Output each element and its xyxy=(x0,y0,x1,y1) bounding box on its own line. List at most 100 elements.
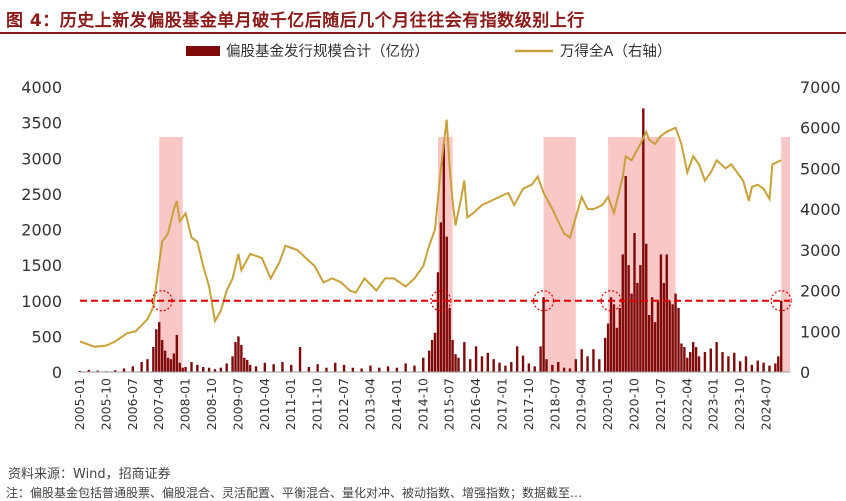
bar xyxy=(240,344,243,372)
shaded-period xyxy=(543,137,576,372)
bar xyxy=(568,368,572,372)
bar xyxy=(196,364,199,372)
bar xyxy=(650,297,654,372)
bar xyxy=(709,348,712,372)
bar xyxy=(207,367,211,372)
bar xyxy=(445,236,448,372)
bar xyxy=(557,362,560,372)
bar xyxy=(78,370,82,372)
footnote-fragment: 注：偏股基金包括普通股票、偏股混合、灵活配置、平衡混合、量化对冲、被动指数、增强… xyxy=(6,486,583,500)
bar xyxy=(457,357,460,372)
bar xyxy=(598,359,601,372)
shaded-period xyxy=(608,137,676,372)
bar xyxy=(612,304,616,372)
title-rule xyxy=(0,32,846,34)
x-tick-label: 2012-07 xyxy=(336,378,351,430)
bar xyxy=(504,365,507,372)
bar xyxy=(451,339,454,372)
axes: 0 500 1000 1500 2000 2500 3000 3500 4000 0 1000 200… xyxy=(21,78,840,430)
x-tick-label: 2013-04 xyxy=(362,378,377,430)
threshold-marker xyxy=(532,290,555,312)
threshold-marker xyxy=(770,290,792,312)
bar xyxy=(474,346,478,372)
x-tick-label: 2020-10 xyxy=(627,378,642,430)
bar xyxy=(360,368,363,372)
bar xyxy=(146,359,149,372)
bar xyxy=(703,352,707,372)
bar xyxy=(246,359,249,372)
x-tick-label: 2023-10 xyxy=(732,378,747,430)
bar-series xyxy=(78,108,783,372)
bar xyxy=(439,222,443,372)
shaded-period xyxy=(781,137,790,372)
bar xyxy=(721,352,724,372)
bar xyxy=(609,297,613,372)
x-tick-label: 2020-01 xyxy=(600,378,615,430)
y-right-tick-label: 0 xyxy=(800,363,810,382)
bar xyxy=(272,364,275,372)
bar xyxy=(281,362,284,372)
bar xyxy=(515,346,519,372)
bar xyxy=(656,300,660,372)
bar xyxy=(633,233,636,372)
bar xyxy=(131,366,135,372)
bar xyxy=(237,336,240,372)
bar xyxy=(263,362,267,372)
x-tick-label: 2021-07 xyxy=(653,378,668,430)
x-tick-label: 2022-04 xyxy=(679,378,694,430)
bar xyxy=(480,356,484,372)
legend-swatch-bar xyxy=(186,46,220,56)
bar xyxy=(521,355,525,372)
y-left-tick-label: 1500 xyxy=(21,256,62,275)
bar xyxy=(630,293,633,372)
y-right-tick-label: 7000 xyxy=(800,78,841,97)
bar xyxy=(140,362,143,372)
bar xyxy=(659,254,663,372)
figure-header: 图 4：历史上新发偏股基金单月破千亿后随后几个月往往会有指数级别上行 xyxy=(0,0,846,34)
bar xyxy=(248,364,252,372)
bar xyxy=(202,367,205,372)
x-tick-label: 2023-01 xyxy=(706,378,721,430)
bar xyxy=(715,342,718,372)
bar xyxy=(527,363,531,372)
x-tick-label: 2017-01 xyxy=(494,378,509,430)
bar xyxy=(680,343,683,372)
y-right-tick-label: 1000 xyxy=(800,322,841,341)
bar xyxy=(436,272,440,372)
bar xyxy=(621,254,624,372)
bar xyxy=(492,359,495,372)
bar xyxy=(433,332,437,372)
bar xyxy=(562,367,566,372)
bar xyxy=(430,339,434,372)
x-tick-label: 2016-04 xyxy=(468,378,483,430)
bar xyxy=(574,359,578,372)
y-left-tick-label: 1000 xyxy=(21,292,62,311)
bar xyxy=(691,342,695,372)
bar xyxy=(234,342,237,372)
bar xyxy=(290,364,293,372)
x-tick-label: 2015-07 xyxy=(442,378,457,430)
bar xyxy=(158,322,161,372)
threshold-marker xyxy=(151,290,173,312)
y-left-tick-label: 4000 xyxy=(21,78,62,97)
y-right-tick-label: 5000 xyxy=(800,159,841,178)
legend-label-line: 万得全A（右轴） xyxy=(560,42,671,60)
bar xyxy=(231,356,234,372)
bar xyxy=(683,347,686,372)
bar xyxy=(87,369,91,372)
bar xyxy=(325,367,328,372)
threshold-marker xyxy=(600,290,622,312)
bar xyxy=(551,364,554,372)
bar xyxy=(606,323,610,372)
y-left-tick-label: 2500 xyxy=(21,185,62,204)
x-tick-label: 2005-10 xyxy=(98,378,113,430)
bar xyxy=(539,346,542,372)
bar xyxy=(645,243,648,372)
bar xyxy=(163,350,167,372)
bar xyxy=(777,356,780,372)
bar xyxy=(181,367,184,372)
bar xyxy=(774,363,777,372)
x-tick-label: 2009-07 xyxy=(230,378,245,430)
y-left-tick-label: 2000 xyxy=(21,221,62,240)
bar xyxy=(166,357,170,372)
